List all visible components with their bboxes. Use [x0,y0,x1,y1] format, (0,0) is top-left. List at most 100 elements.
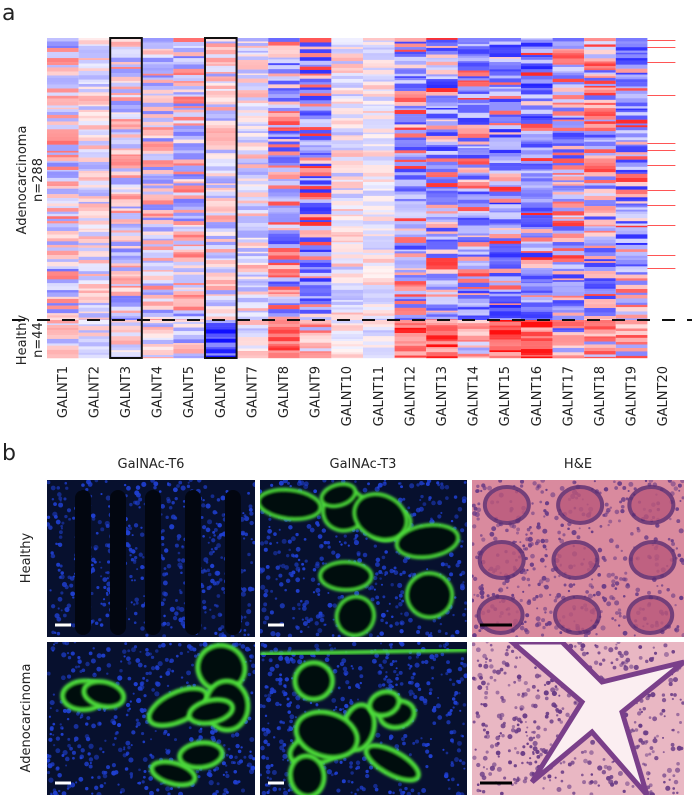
heatmap-stripe [78,236,111,240]
heatmap-stripe [552,268,585,272]
heatmap-stripe [457,215,490,219]
nucleus [545,711,550,716]
heatmap-stripe [521,292,553,296]
heatmap-stripe [489,95,521,100]
heatmap-stripe [110,76,142,82]
heatmap-stripe [78,75,111,80]
nucleus [450,634,455,637]
heatmap-stripe [205,313,237,317]
nucleus [319,617,325,623]
micrograph [472,642,684,795]
heatmap-stripe [299,186,332,190]
heatmap-stripe [236,320,269,324]
heatmap-stripe [110,252,142,256]
nucleus [636,526,640,530]
nucleus [377,486,380,489]
heatmap-stripe [110,165,142,169]
heatmap-stripe [457,175,490,180]
heatmap-stripe [141,191,174,195]
heatmap-stripe [426,197,458,203]
heatmap-stripe [426,74,458,77]
nucleus [164,748,168,751]
heatmap-stripe [521,263,553,269]
heatmap-stripe [457,269,490,274]
nucleus [394,621,400,626]
heatmap-stripe [489,177,521,182]
heatmap-stripe [110,316,142,319]
heatmap-stripe [615,115,648,120]
heatmap-stripe [457,256,490,262]
heatmap-stripe [647,62,676,63]
nucleus [140,731,145,736]
nucleus [393,570,399,575]
heatmap-stripe [489,146,521,151]
heatmap-stripe [521,232,553,237]
heatmap-stripe [141,85,174,91]
nucleus [413,694,418,700]
heatmap-stripe [521,90,553,95]
heatmap-stripe [331,234,363,237]
heatmap-stripe [457,89,490,92]
heatmap-stripe [78,177,111,180]
heatmap-stripe [205,38,237,42]
heatmap-stripe [489,298,521,302]
nucleus [98,561,101,564]
nucleus [154,691,160,697]
heatmap-stripe [331,266,363,270]
nucleus [430,666,435,670]
heatmap-stripe [394,161,427,167]
heatmap-stripe [205,128,237,132]
heatmap-stripe [426,38,458,41]
nucleus [464,601,467,605]
heatmap-stripe [457,328,490,332]
heatmap-stripe [426,69,458,75]
heatmap-stripe [394,237,427,241]
nucleus [260,489,263,494]
nucleus [65,486,69,490]
nucleus [263,731,269,737]
nucleus [62,708,68,713]
nucleus [442,643,447,648]
heatmap-stripe [236,200,269,204]
heatmap-stripe [394,251,427,254]
nucleus [260,541,265,546]
heatmap-stripe [426,330,458,336]
heatmap-stripe [363,199,395,202]
heatmap-stripe [110,148,142,151]
heatmap-stripe [615,292,648,296]
nucleus [150,480,155,483]
heatmap-stripe [457,246,490,250]
heatmap-stripe [141,57,174,63]
heatmap-stripe [110,284,142,287]
heatmap-stripe [489,301,521,304]
nucleus [278,681,283,686]
heatmap-stripe [552,219,585,221]
nucleus [250,538,253,541]
heatmap-stripe [521,290,553,294]
heatmap-stripe [457,169,490,173]
heatmap-stripe [426,261,458,266]
heatmap-stripe [78,161,111,165]
heatmap-stripe [236,125,269,130]
heatmap-stripe [236,287,269,292]
nucleus [630,532,634,536]
nucleus [425,631,430,636]
nucleus [88,743,94,749]
nucleus [287,789,291,792]
heatmap-stripe [457,276,490,279]
nucleus [96,585,100,590]
heatmap-stripe [78,137,111,142]
heatmap-stripe [47,317,79,321]
heatmap-stripe [552,38,585,42]
heatmap-stripe [489,276,521,282]
heatmap-stripe [584,165,616,170]
nucleus [106,577,109,580]
heatmap-stripe [173,198,205,204]
nucleus [438,644,442,648]
heatmap-stripe [141,95,174,99]
heatmap-stripe [457,152,490,156]
heatmap-stripe [236,351,269,353]
heatmap-stripe [489,156,521,161]
nucleus [428,754,433,759]
heatmap-stripe [489,212,521,217]
